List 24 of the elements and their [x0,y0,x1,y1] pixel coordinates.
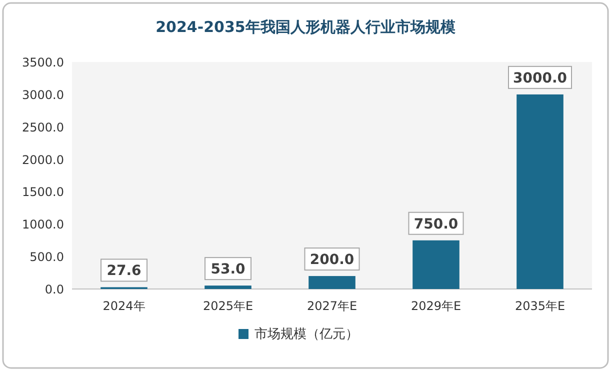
data-label: 3000.0 [512,70,568,86]
y-tick-label: 0.0 [44,282,64,296]
y-tick-label: 1000.0 [22,218,64,232]
bar [308,276,356,289]
data-label: 27.6 [106,263,142,280]
y-tick-label: 3000.0 [22,88,64,102]
x-tick-label: 2025年E [202,299,254,313]
x-tick-label: 2029年E [410,299,462,313]
y-tick-label: 500.0 [30,250,64,264]
bar [204,286,252,289]
y-tick-label: 1500.0 [22,185,64,200]
bar [412,240,460,289]
y-tick-label: 2000.0 [22,152,64,167]
bar [516,94,564,289]
data-label: 750.0 [414,216,458,232]
y-tick-label: 3500.0 [22,56,64,70]
x-tick-label: 2024年 [102,299,146,313]
legend-label: 市场规模（亿元） [254,327,358,342]
x-tick-label: 2027年E [306,299,358,313]
data-label: 53.0 [210,262,246,278]
y-tick-label: 2500.0 [22,120,64,134]
chart-title: 2024-2035年我国人形机器人行业市场规模 [156,18,456,36]
x-tick-label: 2035年E [514,299,566,313]
data-label: 200.0 [310,252,354,268]
